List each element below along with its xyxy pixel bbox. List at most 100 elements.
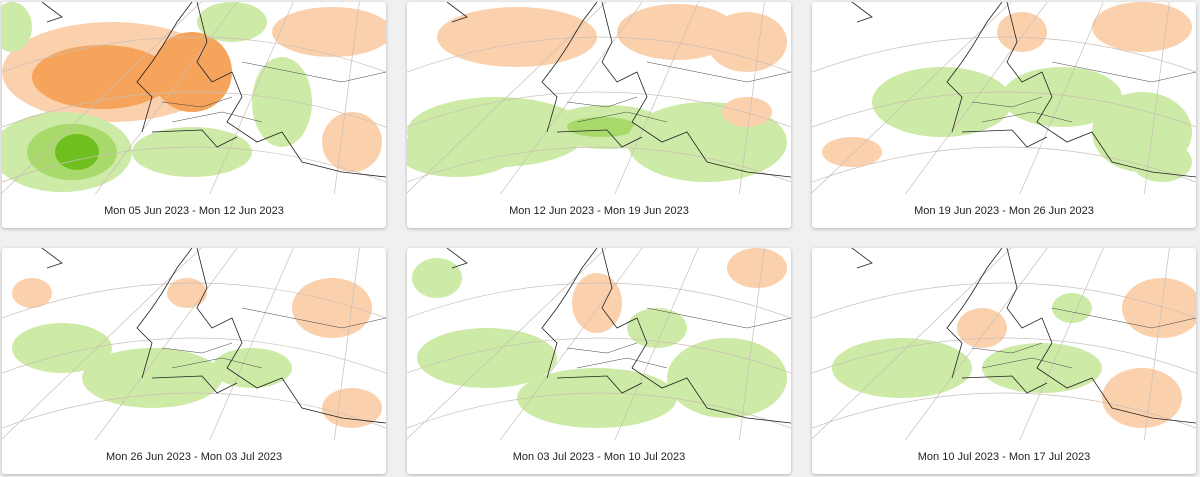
graticule bbox=[1143, 248, 1170, 440]
card-caption: Mon 12 Jun 2023 - Mon 19 Jun 2023 bbox=[509, 205, 689, 217]
graticule bbox=[812, 91, 1196, 128]
graticule bbox=[1019, 2, 1104, 194]
anomaly-area bbox=[997, 12, 1047, 52]
map bbox=[2, 2, 386, 194]
graticule bbox=[812, 392, 1196, 429]
graticule bbox=[499, 2, 643, 194]
forecast-card[interactable]: Mon 19 Jun 2023 - Mon 26 Jun 2023 bbox=[812, 2, 1196, 228]
coastline bbox=[41, 2, 386, 178]
anomaly-area bbox=[212, 348, 292, 388]
graticule bbox=[738, 2, 765, 194]
graticule bbox=[812, 146, 1196, 183]
anomaly-area bbox=[517, 368, 677, 428]
graticule bbox=[2, 2, 202, 194]
border bbox=[161, 61, 386, 123]
border bbox=[566, 307, 791, 369]
map bbox=[812, 248, 1196, 440]
graticule bbox=[499, 248, 643, 440]
anomaly-area bbox=[412, 258, 462, 298]
graticule bbox=[407, 248, 607, 440]
graticule bbox=[209, 2, 294, 194]
graticule bbox=[614, 2, 699, 194]
card-caption: Mon 26 Jun 2023 - Mon 03 Jul 2023 bbox=[105, 451, 283, 463]
map bbox=[407, 2, 791, 194]
graticule bbox=[2, 248, 202, 440]
forecast-card[interactable]: Mon 12 Jun 2023 - Mon 19 Jun 2023 bbox=[407, 2, 791, 228]
anomaly-area bbox=[567, 117, 637, 137]
anomaly-area bbox=[822, 137, 882, 167]
anomaly-area bbox=[1122, 278, 1196, 338]
anomaly-area bbox=[12, 323, 112, 373]
border bbox=[161, 307, 386, 369]
anomaly-area bbox=[1092, 2, 1192, 52]
graticule bbox=[407, 392, 791, 429]
graticule bbox=[2, 91, 386, 128]
anomaly-area bbox=[417, 328, 557, 388]
anomaly-area bbox=[627, 308, 687, 348]
graticule bbox=[407, 36, 791, 73]
graticule bbox=[1019, 248, 1104, 440]
card-caption: Mon 03 Jul 2023 - Mon 10 Jul 2023 bbox=[512, 451, 686, 463]
anomaly-area bbox=[2, 2, 32, 52]
anomaly-area bbox=[252, 57, 312, 147]
border bbox=[971, 61, 1196, 123]
anomaly-area bbox=[55, 134, 99, 170]
anomaly-area bbox=[407, 127, 517, 177]
graticule bbox=[2, 392, 386, 429]
anomaly-area bbox=[667, 338, 787, 418]
anomaly-area bbox=[272, 7, 386, 57]
graticule bbox=[209, 248, 294, 440]
card-caption: Mon 05 Jun 2023 - Mon 12 Jun 2023 bbox=[104, 205, 284, 217]
anomaly-area bbox=[617, 4, 737, 60]
anomaly-area bbox=[197, 2, 267, 42]
anomaly-area bbox=[1132, 142, 1192, 182]
graticule bbox=[333, 2, 360, 194]
graticule bbox=[812, 337, 1196, 374]
graticule bbox=[812, 282, 1196, 319]
graticule bbox=[407, 337, 791, 374]
forecast-card[interactable]: Mon 03 Jul 2023 - Mon 10 Jul 2023 bbox=[407, 248, 791, 474]
anomaly-area bbox=[832, 338, 972, 398]
anomaly-area bbox=[707, 12, 787, 72]
graticule bbox=[812, 36, 1196, 73]
map bbox=[812, 2, 1196, 194]
card-caption: Mon 19 Jun 2023 - Mon 26 Jun 2023 bbox=[914, 205, 1094, 217]
forecast-card[interactable]: Mon 10 Jul 2023 - Mon 17 Jul 2023 bbox=[812, 248, 1196, 474]
anomaly-area bbox=[722, 97, 772, 127]
map bbox=[2, 248, 386, 440]
graticule bbox=[2, 282, 386, 319]
anomaly-area bbox=[1052, 293, 1092, 323]
graticule bbox=[812, 248, 1012, 440]
anomaly-area bbox=[322, 112, 382, 172]
forecast-card[interactable]: Mon 26 Jun 2023 - Mon 03 Jul 2023 bbox=[2, 248, 386, 474]
coastline bbox=[41, 248, 386, 424]
graticule bbox=[407, 2, 607, 194]
anomaly-area bbox=[1102, 368, 1182, 428]
border bbox=[566, 61, 791, 123]
graticule bbox=[333, 248, 360, 440]
graticule bbox=[812, 2, 1012, 194]
card-caption: Mon 10 Jul 2023 - Mon 17 Jul 2023 bbox=[917, 451, 1091, 463]
graticule bbox=[2, 337, 386, 374]
anomaly-area bbox=[167, 278, 207, 308]
anomaly-area bbox=[957, 308, 1007, 348]
graticule bbox=[614, 248, 699, 440]
anomaly-area bbox=[322, 388, 382, 428]
graticule bbox=[904, 248, 1048, 440]
coastline bbox=[446, 248, 791, 424]
graticule bbox=[94, 2, 238, 194]
anomaly-area bbox=[292, 278, 372, 338]
anomaly-area bbox=[32, 45, 172, 109]
anomaly-area bbox=[872, 67, 1012, 137]
graticule bbox=[94, 248, 238, 440]
graticule bbox=[738, 248, 765, 440]
forecast-card[interactable]: Mon 05 Jun 2023 - Mon 12 Jun 2023 bbox=[2, 2, 386, 228]
coastline bbox=[446, 2, 791, 178]
map bbox=[407, 248, 791, 440]
anomaly-area bbox=[12, 278, 52, 308]
coastline bbox=[851, 2, 1196, 178]
graticule bbox=[904, 2, 1048, 194]
graticule bbox=[407, 146, 791, 183]
border bbox=[971, 307, 1196, 369]
